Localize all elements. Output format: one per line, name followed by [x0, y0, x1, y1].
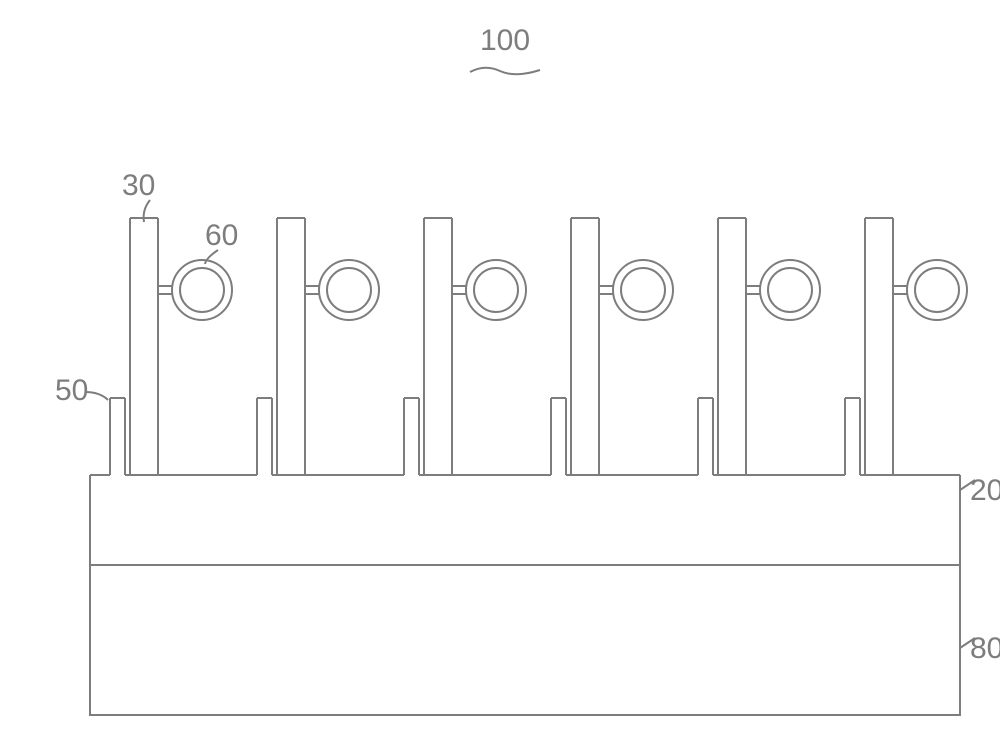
ring-inner-5: [915, 268, 959, 312]
label-50: 50: [55, 374, 88, 407]
leader-50: [85, 392, 108, 400]
ring-inner-1: [327, 268, 371, 312]
tilde-100: [470, 68, 540, 75]
label-60: 60: [205, 219, 238, 252]
label-100: 100: [480, 24, 530, 57]
ring-inner-2: [474, 268, 518, 312]
base-80: [90, 565, 960, 715]
ring-inner-4: [768, 268, 812, 312]
label-30: 30: [122, 169, 155, 202]
label-80: 80: [970, 632, 1000, 665]
ring-inner-3: [621, 268, 665, 312]
ring-inner-0: [180, 268, 224, 312]
label-20: 20: [970, 474, 1000, 507]
